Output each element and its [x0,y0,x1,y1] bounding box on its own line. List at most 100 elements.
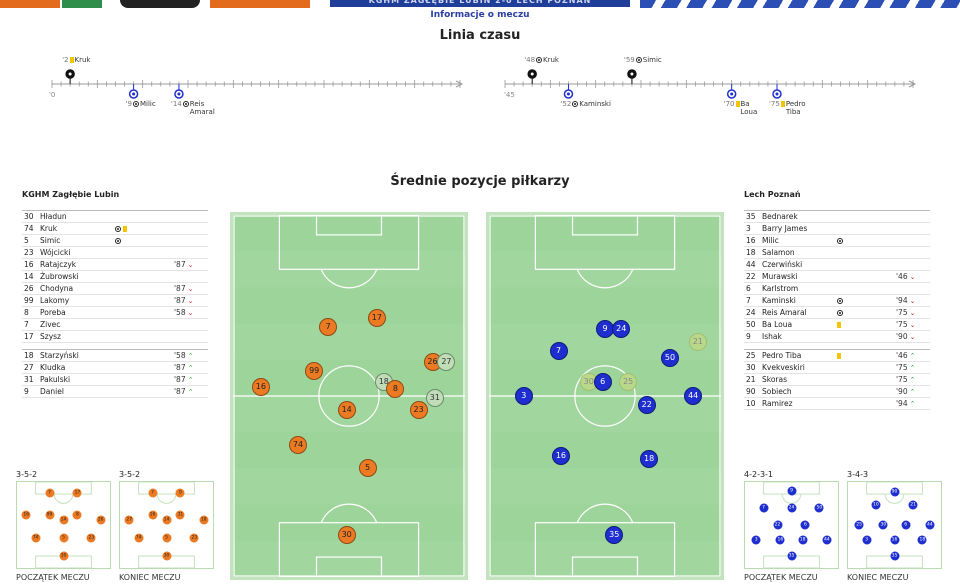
timeline-event-label: '2 Kruk [62,56,90,64]
player-position-marker: 16 [551,446,570,465]
player-position-marker: 7 [549,341,568,360]
roster-row: 6 Karlstrom [744,283,930,295]
player-number: 35 [746,212,756,221]
player-number: 14 [24,272,34,281]
home-formation-end-pitch: 7 9 16 31 27 14 18 74 5 23 30 [119,481,214,569]
substitution-minute: '75 ⌄ [896,319,915,331]
roster-row: 50 Ba Loua '75 ⌄ [744,319,930,331]
ball-icon [132,101,139,107]
away-start-caption: POCZĄTEK MECZU [744,573,818,582]
player-number: 30 [746,363,756,372]
player-position-marker: 23 [409,401,428,420]
player-number: 16 [24,260,34,269]
player-number: 90 [746,387,756,396]
player-number: 22 [746,272,756,281]
starters-list: 30 Hładun 74 Kruk 5 Simic 23 Wójcicki 16 Ratajczy… [22,210,208,343]
player-position-marker: 21 [688,332,707,351]
player-name: Poreba [40,308,66,317]
ball-icon [182,101,189,107]
yellow-card-icon [837,322,841,328]
roster-row: 74 Kruk [22,223,208,235]
player-number: 8 [24,308,29,317]
score-banner: KGHM ZAGŁĘBIE LUBIN 2-0 LECH POZNAŃ [330,0,630,7]
roster-row: 22 Murawski '46 ⌄ [744,271,930,283]
sub-minute: '75 [896,308,908,317]
player-name: Simic [40,236,61,245]
player-event-icons [836,307,844,319]
player-position-marker: 22 [637,396,656,415]
player-name: Kruk [40,224,58,233]
player-number: 18 [24,351,34,360]
event-minute: '75 [769,100,780,108]
player-number: 18 [746,248,756,257]
positions-title: Średnie pozycje piłkarzy [390,174,570,189]
roster-row: 16 Ratajczyk '87 ⌄ [22,259,208,271]
substitution-minute: '46 ⌄ [896,271,915,283]
formation-player-marker: 18 [798,535,808,545]
substitutes-list: 25 Pedro Tiba '46 ⌃ 30 Kvekveskiri '75 ⌃ 21 Skora… [744,349,930,410]
player-position-marker: 44 [684,387,703,405]
player-number: 44 [746,260,756,269]
sub-in-icon: ⌃ [909,376,916,384]
player-name: Kvekveskiri [762,363,805,372]
home-banner-decoration [0,0,60,8]
player-position-marker: 35 [605,526,624,545]
player-name: Starzyński [40,351,79,360]
formation-player-marker: 3 [862,535,872,545]
roster-row: 18 Starzyński '58 ⌃ [22,350,208,362]
home-formation-start-pitch: 7 17 16 99 8 26 14 74 5 23 30 [16,481,111,569]
roster-row: 44 Czerwiński [744,259,930,271]
player-number: 31 [24,375,34,384]
sub-in-icon: ⌃ [909,388,916,396]
roster-row: 8 Poreba '58 ⌄ [22,307,208,319]
player-event-icons [836,350,842,362]
player-number: 26 [24,284,34,293]
player-number: 74 [24,224,34,233]
player-number: 3 [746,224,751,233]
home-formation-start: 3-5-2 [16,470,38,479]
sub-minute: '46 [896,351,908,360]
formation-player-marker: 14 [162,515,171,525]
player-position-marker: 99 [305,361,324,380]
timeline-event-label: '52 Kaminski [560,100,610,108]
substitution-minute: '75 ⌄ [896,307,915,319]
match-info-link[interactable]: Informacje o meczu [430,10,530,20]
player-number: 25 [746,351,756,360]
formation-player-marker: 7 [759,503,769,513]
substitution-minute: '87 ⌄ [174,283,193,295]
player-number: 10 [746,399,756,408]
roster-row: 31 Pakulski '87 ⌃ [22,374,208,386]
sub-in-icon: ⌃ [909,364,916,372]
formation-player-marker: 7 [45,488,55,498]
formation-player-marker: 30 [59,551,68,561]
away-formation-end: 3-4-3 [847,470,869,479]
substitution-minute: '90 ⌄ [896,331,915,343]
formation-player-marker: 26 [96,515,106,525]
formation-player-marker: 5 [59,533,68,543]
player-event-icons [114,235,122,247]
player-number: 21 [746,375,756,384]
sub-minute: '75 [896,375,908,384]
sub-minute: '94 [896,296,908,305]
formation-player-marker: 18 [199,515,209,525]
sub-in-icon: ⌃ [187,352,194,360]
away-average-positions-pitch: 35 16 18 3 22 44 30 6 25 7 50 9 24 21 [486,212,724,580]
formation-player-marker: 44 [822,535,832,545]
formation-player-marker: 74 [31,533,41,543]
substitution-minute: '87 ⌄ [174,295,193,307]
timeline-event-label: '70 Ba Loua [724,100,767,116]
formation-player-marker: 23 [86,533,96,543]
sub-out-icon: ⌄ [187,261,194,269]
roster-row: 3 Barry James [744,223,930,235]
sub-out-icon: ⌄ [909,273,916,281]
player-number: 16 [746,236,756,245]
formation-player-marker: 44 [925,520,935,530]
sub-minute: '58 [174,351,186,360]
player-name: Salamon [762,248,795,257]
home-formation-end: 3-5-2 [119,470,141,479]
formation-player-marker: 16 [775,535,785,545]
player-name: Hładun [40,212,67,221]
player-name: Lakomy [40,296,70,305]
formation-player-marker: 10 [871,500,881,510]
sub-in-icon: ⌃ [909,352,916,360]
